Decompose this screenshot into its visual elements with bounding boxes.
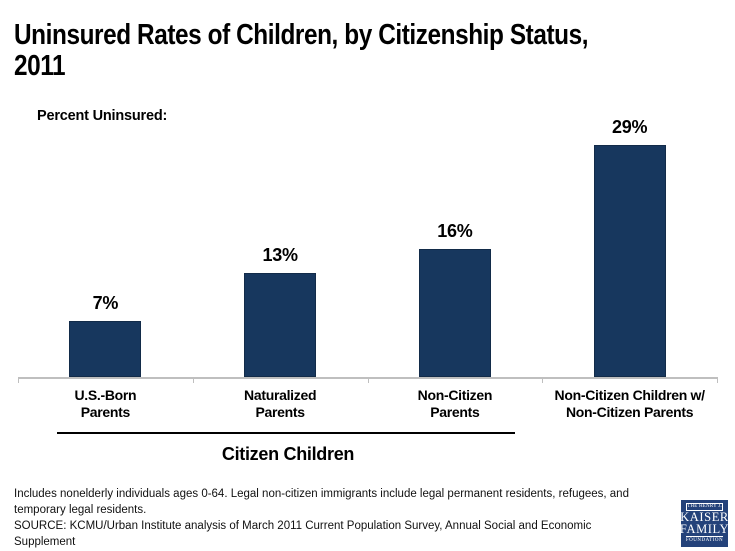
- logo-divider: [686, 536, 723, 537]
- bar-cell: 13%: [193, 140, 368, 377]
- bar-value-label: 16%: [437, 221, 473, 241]
- bar: [593, 145, 666, 377]
- bar-cell: 16%: [368, 140, 543, 377]
- category-label: U.S.-Born Parents: [74, 387, 137, 420]
- bar-cell: 29%: [542, 117, 717, 377]
- category-label: Non-Citizen Children w/ Non-Citizen Pare…: [554, 387, 706, 420]
- citizen-children-underline: [57, 432, 515, 434]
- plot-area: 7% 13% 16% 29%: [18, 117, 718, 383]
- chart-title: Uninsured Rates of Children, by Citizens…: [14, 19, 589, 82]
- bar-cell: 7%: [18, 140, 193, 377]
- logo-foundation-line: FOUNDATION: [685, 538, 724, 543]
- bar-value-label: 7%: [92, 293, 119, 313]
- axis-note: Percent Uninsured:: [37, 108, 168, 124]
- kaiser-family-foundation-logo: THE HENRY J. KAISER FAMILY FOUNDATION: [681, 500, 728, 547]
- logo-family-line: FAMILY: [681, 522, 728, 536]
- category-label: Non-Citizen Parents: [417, 387, 493, 420]
- bar-value-label: 13%: [262, 245, 298, 265]
- category-label: Naturalized Parents: [244, 387, 317, 420]
- logo-henry-line: THE HENRY J.: [686, 503, 723, 511]
- axis-tick: [542, 377, 544, 383]
- footnote-text: Includes nonelderly individuals ages 0-6…: [14, 488, 629, 516]
- source-text: SOURCE: KCMU/Urban Institute analysis of…: [14, 520, 592, 548]
- axis-tick: [192, 377, 194, 383]
- axis-tick: [367, 377, 369, 383]
- citizen-children-label: Citizen Children: [221, 444, 355, 464]
- footnotes: Includes nonelderly individuals ages 0-6…: [14, 486, 679, 550]
- bar-value-label: 29%: [612, 117, 648, 137]
- bar: [244, 273, 317, 377]
- logo-kaiser-line: KAISER: [681, 510, 728, 524]
- axis-tick: [18, 377, 19, 383]
- bar: [69, 321, 142, 377]
- axis-tick: [717, 377, 718, 383]
- category-labels: U.S.-Born Parents Naturalized Parents Non-…: [18, 387, 717, 421]
- bar: [418, 249, 491, 377]
